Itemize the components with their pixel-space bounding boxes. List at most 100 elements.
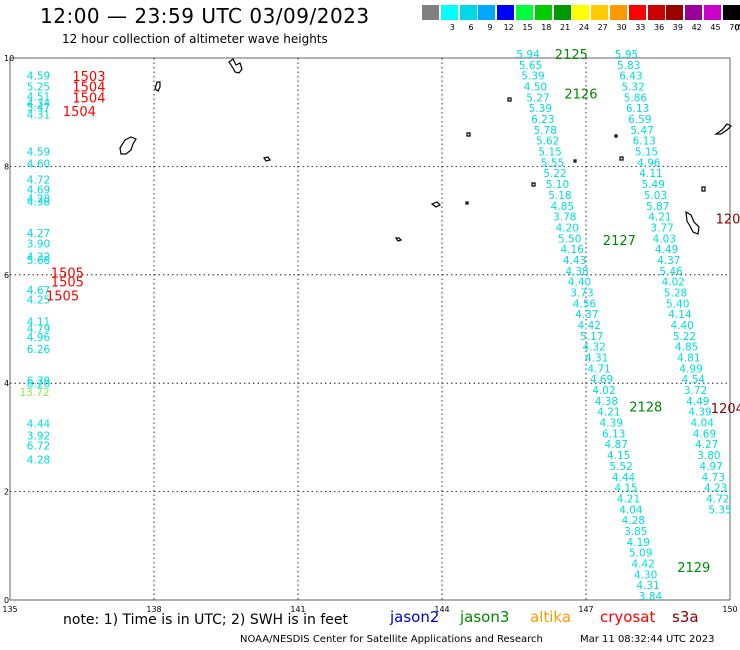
wave-height-obs: 3.85 — [624, 526, 647, 538]
track-label: 1505 — [51, 276, 84, 291]
wave-height-obs: 4.79 — [27, 323, 50, 335]
wave-height-obs: 4.34 — [27, 98, 51, 110]
wave-height-obs: 3.90 — [27, 239, 50, 251]
wave-height-obs: 6.13 — [602, 428, 625, 440]
satellite-name: cryosat — [600, 608, 656, 626]
y-tick-label: 4 — [4, 379, 9, 388]
y-tick-label: 2 — [4, 488, 9, 497]
generation-timestamp: Mar 11 08:32:44 UTC 2023 — [580, 634, 715, 645]
legend-swatch — [553, 5, 571, 20]
island-shape — [531, 182, 536, 187]
wave-height-obs: 4.37 — [657, 255, 680, 267]
wave-height-obs: 4.37 — [575, 309, 598, 321]
track-label: 2126 — [564, 88, 597, 103]
legend-label: 15 — [522, 23, 533, 32]
wave-height-obs: 5.25 — [27, 82, 50, 94]
island-shape — [394, 237, 403, 242]
legend-swatch — [647, 5, 665, 20]
legend-swatch — [459, 5, 477, 20]
wave-height-obs: 4.67 — [27, 285, 50, 297]
wave-height-obs: 5.78 — [534, 125, 557, 137]
track-label: 1204 — [711, 402, 740, 417]
wave-height-obs: 5.15 — [538, 147, 561, 159]
wave-height-obs: 5.39 — [521, 71, 544, 83]
wave-height-obs: 5.09 — [629, 548, 652, 560]
wave-height-obs: 4.60 — [27, 158, 50, 170]
wave-height-obs: 4.25 — [27, 295, 50, 307]
wave-height-obs: 6.13 — [633, 136, 656, 148]
wave-height-obs: 4.54 — [682, 374, 706, 386]
legend-swatch — [628, 5, 646, 20]
wave-height-obs: 5.55 — [541, 157, 564, 169]
wave-height-obs: 4.73 — [702, 472, 725, 484]
wave-height-obs: 4.03 — [653, 233, 676, 245]
track-label: 2127 — [603, 234, 636, 249]
legend-label: 12 — [503, 23, 514, 32]
wave-height-obs: 4.19 — [627, 537, 650, 549]
wave-height-obs: 4.04 — [691, 418, 715, 430]
wave-height-obs: 5.27 — [526, 92, 549, 104]
wave-height-obs: 5.35 — [708, 504, 731, 516]
wave-height-obs: 4.28 — [622, 515, 645, 527]
wave-height-obs: 5.15 — [635, 147, 658, 159]
island-shape — [701, 186, 706, 192]
track-label: 2129 — [677, 561, 710, 576]
x-tick-label: 144 — [434, 605, 449, 614]
wave-height-obs: 6.20 — [27, 379, 50, 391]
wave-height-obs: 5.49 — [642, 179, 665, 191]
wave-height-obs: 5.62 — [536, 136, 559, 148]
wave-height-obs: 3.73 — [570, 287, 593, 299]
wave-height-obs: 4.97 — [699, 461, 722, 473]
legend-label: 3 — [449, 23, 455, 32]
wave-height-obs: 4.11 — [27, 317, 50, 329]
island-shape — [507, 97, 512, 102]
x-tick-label: 135 — [2, 605, 17, 614]
legend-label: 24 — [578, 23, 589, 32]
wave-height-obs: 4.27 — [695, 439, 718, 451]
wave-height-obs: 4.49 — [655, 244, 678, 256]
wave-height-obs: 4.87 — [605, 439, 628, 451]
wave-height-obs: 6.79 — [27, 375, 50, 387]
satellite-name: altika — [530, 608, 572, 626]
wave-height-obs: 5.52 — [609, 461, 632, 473]
y-tick-label: 8 — [4, 162, 9, 171]
wave-height-obs: 5.03 — [644, 190, 667, 202]
wave-height-obs: 5.46 — [659, 266, 683, 278]
wave-height-obs: 4.81 — [677, 353, 700, 365]
wave-height-obs: 4.44 — [27, 419, 51, 431]
track-label: 1503 — [72, 70, 105, 85]
track-label: 1504 — [72, 91, 105, 106]
island-shape — [619, 156, 624, 161]
wave-height-obs: 4.31 — [27, 110, 50, 122]
wave-height-obs: 5.28 — [664, 287, 687, 299]
wave-height-obs: 13.72 — [20, 387, 50, 399]
wave-height-obs: 4.50 — [524, 82, 547, 94]
island-shape — [714, 123, 733, 135]
island-shape — [430, 201, 442, 208]
wave-height-obs: 4.27 — [27, 228, 50, 240]
wave-height-obs: 4.44 — [612, 472, 636, 484]
legend-label: 6 — [468, 23, 474, 32]
wave-height-obs: 4.14 — [668, 309, 692, 321]
x-tick-label: 138 — [146, 605, 161, 614]
wave-height-obs: 4.59 — [27, 71, 50, 83]
legend-swatch — [497, 5, 515, 20]
legend-swatch — [572, 5, 590, 20]
wave-height-obs: 5.10 — [546, 179, 569, 191]
island-shape — [614, 134, 618, 138]
legend-swatch — [685, 5, 703, 20]
y-tick-label: 6 — [4, 271, 9, 280]
island-shape — [465, 201, 469, 205]
wave-height-obs: 4.02 — [592, 385, 615, 397]
wave-height-obs: 4.42 — [578, 320, 601, 332]
wave-height-obs: 4.71 — [587, 363, 610, 375]
x-tick-label: 141 — [290, 605, 305, 614]
map-frame — [9, 57, 731, 601]
wave-height-obs: 4.28 — [27, 454, 50, 466]
track-label: 1504 — [63, 105, 96, 120]
wave-height-obs: 4.39 — [688, 407, 711, 419]
wave-height-obs: 5.40 — [666, 298, 689, 310]
track-label: 1505 — [46, 289, 79, 304]
legend-label: 27 — [597, 23, 608, 32]
